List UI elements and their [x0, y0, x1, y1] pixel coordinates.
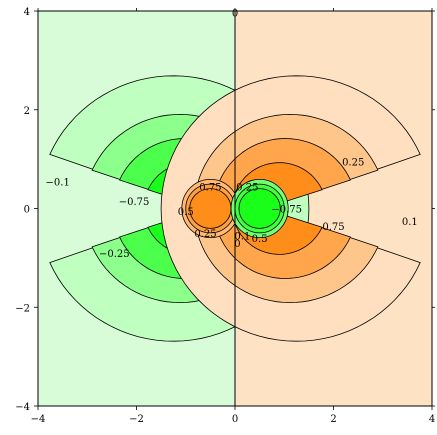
- contour-label: 0.1: [234, 232, 250, 243]
- contour-label: 0.5: [178, 207, 194, 218]
- y-tick-label: −4: [15, 402, 30, 413]
- y-tick-label: 0: [24, 205, 30, 216]
- inner-negative-contour-2: [238, 188, 281, 229]
- contour-label: 0.25: [342, 158, 364, 169]
- contour-label: 0.75: [322, 222, 344, 233]
- x-tick-label: 0: [232, 414, 238, 425]
- x-tick-label: −4: [31, 414, 46, 425]
- x-tick-label: 4: [429, 414, 435, 425]
- x-tick-label: 2: [330, 414, 336, 425]
- contour-label: −0.25: [99, 249, 130, 260]
- x-tick-label: −2: [129, 414, 144, 425]
- contour-label: 0: [234, 239, 240, 250]
- axis-ticks: −4−4 −2 −2 0 0 2 2 4 4: [15, 7, 435, 425]
- contour-label: 0: [232, 8, 238, 19]
- contour-label: −0.75: [119, 197, 150, 208]
- y-tick-label: 4: [24, 7, 30, 18]
- contour-label: 0.1: [402, 217, 418, 228]
- y-tick-label: 2: [24, 106, 30, 117]
- y-tick-label: −2: [15, 303, 30, 314]
- contour-label: −0.75: [271, 205, 302, 216]
- contour-labels: 0−0.1−0.75−0.250.750.50.250.250.1 0.50−0.…: [46, 8, 418, 259]
- inner-positive-contour-2: [189, 188, 232, 229]
- contour-label: −0.1: [46, 177, 70, 188]
- contour-label: 0.25: [236, 182, 258, 193]
- contour-label: 0.75: [199, 182, 221, 193]
- contour-label: 0.25: [194, 229, 216, 240]
- contour-label: 0.5: [252, 234, 268, 245]
